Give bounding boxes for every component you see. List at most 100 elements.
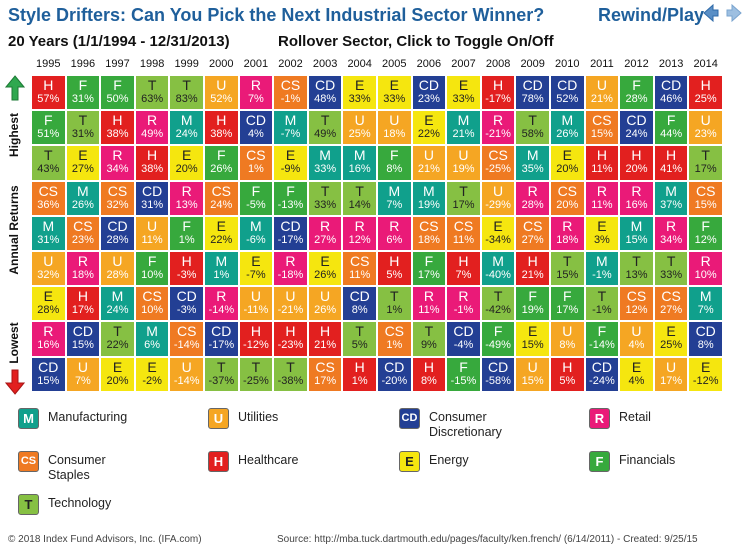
sector-cell[interactable]: CD -24% bbox=[584, 356, 620, 392]
sector-cell[interactable]: H 38% bbox=[204, 110, 239, 146]
sector-cell[interactable]: U 32% bbox=[31, 251, 66, 287]
sector-cell[interactable]: E 33% bbox=[377, 75, 412, 111]
sector-cell[interactable]: T 17% bbox=[446, 180, 481, 216]
sector-cell[interactable]: R 6% bbox=[377, 215, 412, 251]
sector-cell[interactable]: U 25% bbox=[342, 110, 377, 146]
sector-cell[interactable]: H 1% bbox=[342, 356, 377, 392]
sector-cell[interactable]: F 17% bbox=[550, 286, 585, 322]
sector-cell[interactable]: M 35% bbox=[515, 145, 550, 181]
sector-cell[interactable]: CD 8% bbox=[342, 286, 377, 322]
sector-cell[interactable]: U 4% bbox=[619, 321, 654, 357]
sector-cell[interactable]: M 15% bbox=[619, 215, 654, 251]
sector-cell[interactable]: F 50% bbox=[100, 75, 135, 111]
sector-cell[interactable]: CD -4% bbox=[446, 321, 481, 357]
sector-cell[interactable]: CD 24% bbox=[619, 110, 654, 146]
sector-cell[interactable]: CS -1% bbox=[273, 75, 308, 111]
sector-cell[interactable]: M -7% bbox=[273, 110, 308, 146]
sector-cell[interactable]: R 27% bbox=[307, 215, 343, 251]
sector-cell[interactable]: CS 36% bbox=[31, 180, 66, 216]
sector-cell[interactable]: R 16% bbox=[31, 321, 66, 357]
sector-cell[interactable]: H 21% bbox=[515, 251, 550, 287]
sector-cell[interactable]: T -38% bbox=[273, 356, 308, 392]
sector-cell[interactable]: H 21% bbox=[307, 321, 343, 357]
sector-cell[interactable]: F -15% bbox=[446, 356, 481, 392]
sector-cell[interactable]: U 17% bbox=[653, 356, 689, 392]
sector-cell[interactable]: M 6% bbox=[134, 321, 170, 357]
sector-cell[interactable]: H 38% bbox=[134, 145, 170, 181]
legend-label[interactable]: Consumer Discretionary bbox=[429, 410, 502, 439]
sector-cell[interactable]: E -2% bbox=[134, 356, 170, 392]
sector-cell[interactable]: M 24% bbox=[100, 286, 135, 322]
sector-cell[interactable]: U -14% bbox=[169, 356, 204, 392]
sector-cell[interactable]: T 83% bbox=[169, 75, 204, 111]
sector-cell[interactable]: F 51% bbox=[31, 110, 66, 146]
sector-cell[interactable]: F -5% bbox=[238, 180, 274, 216]
sector-cell[interactable]: M 16% bbox=[342, 145, 377, 181]
sector-cell[interactable]: CS 15% bbox=[584, 110, 620, 146]
sector-cell[interactable]: R 34% bbox=[100, 145, 135, 181]
sector-cell[interactable]: T 15% bbox=[550, 251, 585, 287]
sector-cell[interactable]: E 4% bbox=[619, 356, 654, 392]
sector-cell[interactable]: H 5% bbox=[377, 251, 412, 287]
sector-cell[interactable]: F 12% bbox=[688, 215, 723, 251]
sector-cell[interactable]: CS 11% bbox=[342, 251, 377, 287]
sector-cell[interactable]: CS 23% bbox=[65, 215, 101, 251]
sector-cell[interactable]: H 17% bbox=[65, 286, 101, 322]
sector-cell[interactable]: CD -58% bbox=[480, 356, 516, 392]
sector-cell[interactable]: E -12% bbox=[688, 356, 723, 392]
sector-cell[interactable]: R 10% bbox=[688, 251, 723, 287]
sector-cell[interactable]: R -1% bbox=[446, 286, 481, 322]
sector-cell[interactable]: E -34% bbox=[480, 215, 516, 251]
sector-cell[interactable]: R 7% bbox=[238, 75, 274, 111]
sector-cell[interactable]: CS 15% bbox=[688, 180, 723, 216]
sector-cell[interactable]: E 33% bbox=[446, 75, 481, 111]
sector-cell[interactable]: CS 10% bbox=[134, 286, 170, 322]
sector-cell[interactable]: T 9% bbox=[411, 321, 447, 357]
sector-cell[interactable]: E 15% bbox=[515, 321, 550, 357]
sector-cell[interactable]: H -12% bbox=[238, 321, 274, 357]
sector-cell[interactable]: R 49% bbox=[134, 110, 170, 146]
sector-cell[interactable]: E -9% bbox=[273, 145, 308, 181]
sector-cell[interactable]: CS 27% bbox=[653, 286, 689, 322]
sector-cell[interactable]: T -1% bbox=[584, 286, 620, 322]
sector-cell[interactable]: E 25% bbox=[653, 321, 689, 357]
sector-cell[interactable]: M 33% bbox=[307, 145, 343, 181]
legend-swatch[interactable]: T bbox=[18, 494, 39, 515]
sector-cell[interactable]: F 10% bbox=[134, 251, 170, 287]
sector-cell[interactable]: F 26% bbox=[204, 145, 239, 181]
sector-cell[interactable]: U -11% bbox=[238, 286, 274, 322]
legend-label[interactable]: Technology bbox=[48, 496, 112, 510]
sector-cell[interactable]: CD -17% bbox=[273, 215, 308, 251]
legend-swatch[interactable]: E bbox=[399, 451, 420, 472]
sector-cell[interactable]: M -6% bbox=[238, 215, 274, 251]
sector-cell[interactable]: T 49% bbox=[307, 110, 343, 146]
sector-cell[interactable]: M 19% bbox=[411, 180, 447, 216]
sector-cell[interactable]: H 11% bbox=[584, 145, 620, 181]
sector-cell[interactable]: R -18% bbox=[273, 251, 308, 287]
sector-cell[interactable]: T 22% bbox=[100, 321, 135, 357]
sector-cell[interactable]: M 26% bbox=[550, 110, 585, 146]
sector-cell[interactable]: R 16% bbox=[619, 180, 654, 216]
legend-label[interactable]: Utilities bbox=[238, 410, 279, 424]
sector-cell[interactable]: E 27% bbox=[65, 145, 101, 181]
legend-label[interactable]: Retail bbox=[619, 410, 651, 424]
legend-swatch[interactable]: CS bbox=[18, 451, 39, 472]
legend-label[interactable]: Healthcare bbox=[238, 453, 299, 467]
sector-cell[interactable]: T 14% bbox=[342, 180, 377, 216]
sector-cell[interactable]: E 22% bbox=[411, 110, 447, 146]
sector-cell[interactable]: U 28% bbox=[100, 251, 135, 287]
sector-cell[interactable]: T -25% bbox=[238, 356, 274, 392]
sector-cell[interactable]: E 3% bbox=[584, 215, 620, 251]
sector-cell[interactable]: H -3% bbox=[169, 251, 204, 287]
sector-cell[interactable]: F 44% bbox=[653, 110, 689, 146]
sector-cell[interactable]: CD -3% bbox=[169, 286, 204, 322]
legend-label[interactable]: Financials bbox=[619, 453, 676, 467]
sector-cell[interactable]: CS 20% bbox=[550, 180, 585, 216]
sector-cell[interactable]: F -14% bbox=[584, 321, 620, 357]
sector-cell[interactable]: R -21% bbox=[480, 110, 516, 146]
sector-cell[interactable]: F 28% bbox=[619, 75, 654, 111]
sector-cell[interactable]: CS -25% bbox=[480, 145, 516, 181]
sector-cell[interactable]: R 18% bbox=[65, 251, 101, 287]
sector-cell[interactable]: CD 31% bbox=[134, 180, 170, 216]
sector-cell[interactable]: T 5% bbox=[342, 321, 377, 357]
